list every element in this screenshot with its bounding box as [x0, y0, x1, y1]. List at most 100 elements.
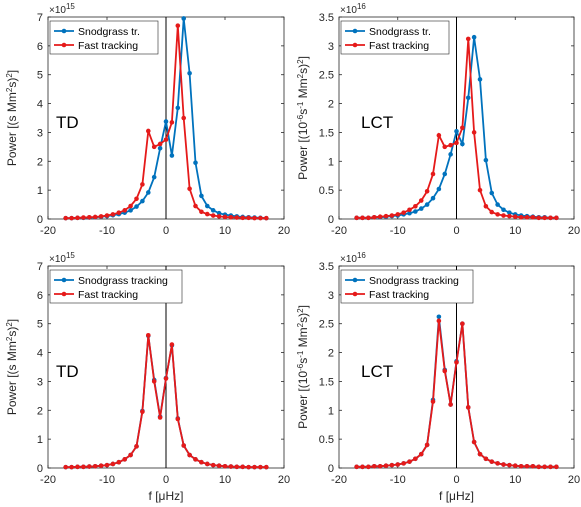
- y-tick-label: 3: [328, 41, 334, 53]
- y-tick-label: 3.5: [319, 261, 334, 273]
- y-tick-label: 1: [37, 185, 43, 197]
- x-tick-label: -20: [331, 474, 347, 486]
- data-point: [360, 215, 365, 221]
- data-point: [75, 215, 80, 221]
- data-point: [122, 457, 127, 462]
- data-point: [442, 171, 448, 177]
- x-tick-label: -10: [99, 225, 115, 237]
- data-point: [210, 462, 216, 468]
- data-point: [501, 207, 506, 213]
- data-point: [116, 459, 122, 465]
- data-point: [205, 203, 210, 209]
- data-point: [554, 215, 559, 221]
- y-tick-label: 4: [37, 348, 43, 360]
- data-point: [252, 464, 257, 470]
- data-point: [507, 210, 512, 215]
- y-tick-label: 6: [37, 290, 43, 302]
- legend-entry-label: Snodgrass tr.: [78, 26, 140, 38]
- data-point: [92, 214, 98, 220]
- data-point: [151, 174, 157, 180]
- legend-entry-label: Fast tracking: [369, 40, 429, 52]
- data-point: [110, 212, 116, 217]
- data-point: [483, 456, 489, 462]
- x-tick-label: 10: [219, 225, 231, 237]
- y-tick-label: 2.5: [319, 319, 334, 331]
- legend-swatch-marker: [352, 277, 358, 283]
- y-tick-label: 6: [37, 41, 43, 53]
- data-point: [228, 214, 234, 220]
- legend-entry-label: Fast tracking: [78, 289, 138, 301]
- data-point: [264, 464, 269, 470]
- y-exponent-label: ×1015: [49, 251, 75, 265]
- data-point: [199, 193, 204, 199]
- data-point: [151, 144, 157, 150]
- data-point: [495, 461, 500, 466]
- data-point: [181, 443, 186, 448]
- data-point: [81, 464, 86, 470]
- data-point: [518, 463, 524, 469]
- data-point: [430, 171, 436, 177]
- x-tick-label: -10: [390, 474, 406, 486]
- data-point: [87, 214, 92, 220]
- data-point: [471, 130, 477, 135]
- data-point: [110, 461, 116, 467]
- data-point: [128, 452, 133, 458]
- data-point: [407, 210, 412, 216]
- data-point: [413, 209, 418, 214]
- legend-swatch-marker: [352, 42, 358, 48]
- legend-box: [340, 20, 450, 55]
- y-exponent-label: ×1016: [340, 251, 366, 265]
- data-point: [140, 182, 145, 187]
- y-tick-label: 1.5: [319, 127, 334, 139]
- data-point: [354, 464, 359, 470]
- data-point: [383, 213, 389, 219]
- data-point: [122, 208, 127, 213]
- data-point: [536, 464, 542, 470]
- data-point: [181, 115, 186, 121]
- data-point: [169, 342, 175, 347]
- data-point: [169, 153, 175, 158]
- y-axis-label: Power [(s Mm2s)2]: [5, 319, 19, 415]
- y-exponent-label: ×1016: [340, 2, 366, 16]
- data-point: [548, 464, 553, 470]
- data-point: [175, 416, 181, 422]
- data-point: [69, 215, 74, 221]
- y-exponent-label: ×1015: [49, 2, 75, 16]
- legend-entry-label: Fast tracking: [369, 289, 429, 301]
- data-point: [264, 215, 269, 221]
- data-point: [92, 463, 98, 469]
- x-tick-label: 20: [568, 474, 580, 486]
- y-tick-label: 1: [328, 405, 334, 417]
- x-tick-label: 10: [509, 474, 521, 486]
- data-point: [246, 464, 251, 470]
- data-point: [181, 16, 186, 21]
- data-point: [430, 195, 436, 201]
- data-point: [483, 204, 489, 209]
- data-point: [436, 186, 442, 192]
- x-tick-label: -20: [331, 225, 347, 237]
- y-tick-label: 0: [328, 463, 334, 475]
- data-point: [554, 464, 559, 470]
- x-tick-label: 0: [163, 474, 169, 486]
- legend-entry-label: Fast tracking: [78, 40, 138, 52]
- data-point: [63, 215, 68, 221]
- data-point: [360, 464, 365, 470]
- y-tick-label: 4: [37, 99, 43, 111]
- y-tick-label: 3: [328, 290, 334, 302]
- x-tick-label: -10: [390, 225, 406, 237]
- panel-top-left: -20 -10 0 10 20 0 1 2 3 4 5 6 7 ×1015 Power [(s Mm2s)2…: [5, 2, 290, 237]
- legend-box: [340, 269, 474, 304]
- data-point: [134, 444, 139, 449]
- data-point: [395, 462, 401, 467]
- y-tick-label: 0: [37, 214, 43, 226]
- legend-swatch-marker: [352, 28, 358, 34]
- legend-swatch-marker: [61, 291, 67, 297]
- legend-box: [49, 20, 159, 55]
- data-point: [542, 464, 547, 470]
- panel-top-right: -20 -10 0 10 20 0 0.5 1 1.5 2 2.5 3 3.5 ×1016 Power [(…: [296, 2, 580, 237]
- y-tick-label: 2.5: [319, 70, 334, 82]
- y-tick-label: 2: [37, 156, 43, 168]
- data-point: [483, 157, 489, 163]
- data-point: [134, 204, 139, 209]
